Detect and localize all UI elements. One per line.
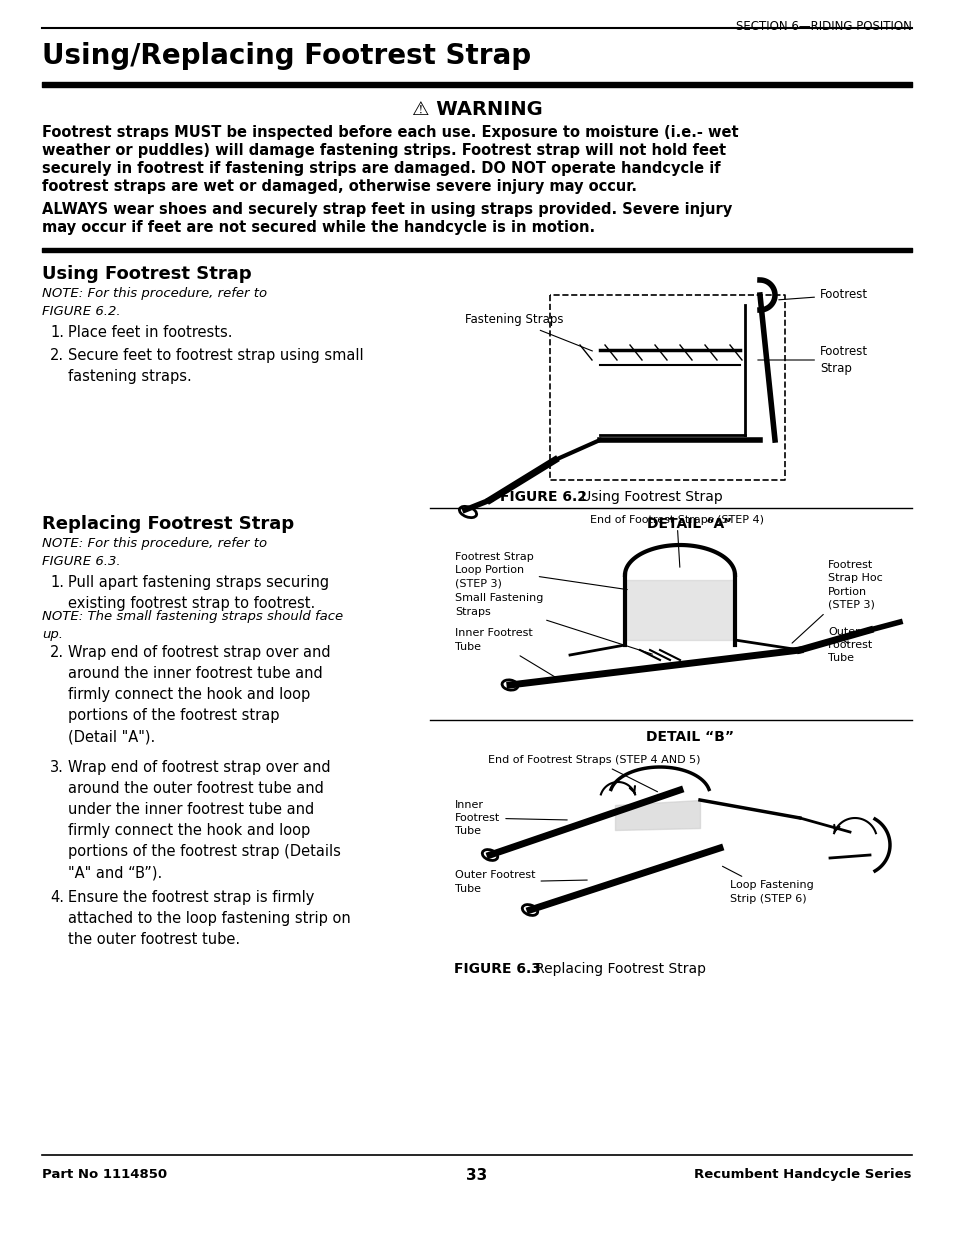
Text: Footrest
Strap: Footrest Strap [757, 345, 867, 375]
Text: Wrap end of footrest strap over and
around the inner footrest tube and
firmly co: Wrap end of footrest strap over and arou… [68, 645, 331, 743]
Text: Using Footrest Strap: Using Footrest Strap [567, 490, 722, 504]
Text: securely in footrest if fastening strips are damaged. DO NOT operate handcycle i: securely in footrest if fastening strips… [42, 161, 720, 177]
Text: 2.: 2. [50, 348, 64, 363]
Text: Pull apart fastening straps securing
existing footrest strap to footrest.: Pull apart fastening straps securing exi… [68, 576, 329, 611]
Text: Recumbent Handcycle Series: Recumbent Handcycle Series [694, 1168, 911, 1181]
Text: Secure feet to footrest strap using small
fastening straps.: Secure feet to footrest strap using smal… [68, 348, 363, 384]
Text: Footrest straps MUST be inspected before each use. Exposure to moisture (i.e.- w: Footrest straps MUST be inspected before… [42, 125, 738, 140]
Text: Ensure the footrest strap is firmly
attached to the loop fastening strip on
the : Ensure the footrest strap is firmly atta… [68, 890, 351, 947]
Text: Small Fastening
Straps: Small Fastening Straps [455, 593, 652, 655]
Text: Replacing Footrest Strap: Replacing Footrest Strap [521, 962, 705, 976]
Text: End of Footrest Straps (STEP 4 AND 5): End of Footrest Straps (STEP 4 AND 5) [488, 755, 700, 792]
Text: Using/Replacing Footrest Strap: Using/Replacing Footrest Strap [42, 42, 531, 70]
Text: Fastening Straps: Fastening Straps [464, 314, 592, 351]
Text: End of Footrest Straps (STEP 4): End of Footrest Straps (STEP 4) [589, 515, 763, 567]
Text: Loop Fastening
Strip (STEP 6): Loop Fastening Strip (STEP 6) [721, 866, 813, 904]
Text: DETAIL “A”: DETAIL “A” [647, 517, 732, 531]
Text: Footrest
Strap Hoc
Portion
(STEP 3): Footrest Strap Hoc Portion (STEP 3) [791, 561, 882, 643]
Text: 3.: 3. [50, 760, 64, 776]
Text: may occur if feet are not secured while the handcycle is in motion.: may occur if feet are not secured while … [42, 220, 595, 235]
Text: Outer
Footrest
Tube: Outer Footrest Tube [827, 627, 872, 663]
Text: NOTE: For this procedure, refer to
FIGURE 6.2.: NOTE: For this procedure, refer to FIGUR… [42, 287, 267, 317]
Text: 1.: 1. [50, 576, 64, 590]
Text: Replacing Footrest Strap: Replacing Footrest Strap [42, 515, 294, 534]
Text: Using Footrest Strap: Using Footrest Strap [42, 266, 252, 283]
Text: NOTE: The small fastening straps should face
up.: NOTE: The small fastening straps should … [42, 610, 343, 641]
Text: 4.: 4. [50, 890, 64, 905]
Text: weather or puddles) will damage fastening strips. Footrest strap will not hold f: weather or puddles) will damage fastenin… [42, 143, 725, 158]
Ellipse shape [501, 680, 517, 690]
Text: Inner Footrest
Tube: Inner Footrest Tube [455, 629, 558, 678]
Text: 2.: 2. [50, 645, 64, 659]
Text: footrest straps are wet or damaged, otherwise severe injury may occur.: footrest straps are wet or damaged, othe… [42, 179, 637, 194]
Text: Place feet in footrests.: Place feet in footrests. [68, 325, 233, 340]
Text: Inner
Footrest
Tube: Inner Footrest Tube [455, 800, 567, 836]
Text: NOTE: For this procedure, refer to
FIGURE 6.3.: NOTE: For this procedure, refer to FIGUR… [42, 537, 267, 568]
Text: ⚠ WARNING: ⚠ WARNING [411, 100, 542, 119]
Text: Footrest: Footrest [778, 289, 867, 301]
Text: Wrap end of footrest strap over and
around the outer footrest tube and
under the: Wrap end of footrest strap over and arou… [68, 760, 340, 881]
Ellipse shape [482, 850, 497, 861]
Text: Part No 1114850: Part No 1114850 [42, 1168, 167, 1181]
Text: DETAIL “B”: DETAIL “B” [645, 730, 733, 743]
Text: Footrest Strap
Loop Portion
(STEP 3): Footrest Strap Loop Portion (STEP 3) [455, 552, 626, 589]
Text: Outer Footrest
Tube: Outer Footrest Tube [455, 871, 587, 894]
Text: SECTION 6—RIDING POSITION: SECTION 6—RIDING POSITION [736, 20, 911, 33]
Text: FIGURE 6.3: FIGURE 6.3 [454, 962, 540, 976]
Text: 1.: 1. [50, 325, 64, 340]
Ellipse shape [521, 904, 537, 915]
Text: FIGURE 6.2: FIGURE 6.2 [499, 490, 586, 504]
Text: 33: 33 [466, 1168, 487, 1183]
Text: ALWAYS wear shoes and securely strap feet in using straps provided. Severe injur: ALWAYS wear shoes and securely strap fee… [42, 203, 732, 217]
